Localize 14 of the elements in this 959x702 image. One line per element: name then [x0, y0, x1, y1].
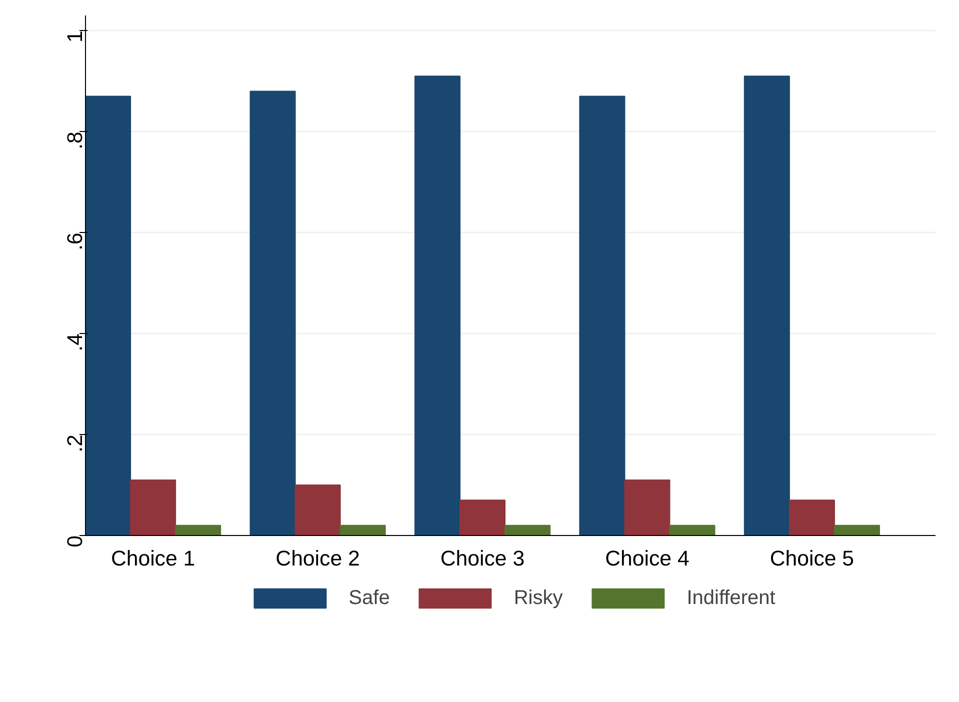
- y-tick-label: .6: [63, 232, 87, 250]
- x-tick-label: Choice 2: [276, 546, 360, 570]
- x-tick-label: Choice 4: [605, 546, 690, 570]
- x-tick-label: Choice 3: [440, 546, 525, 570]
- y-tick-label: .8: [63, 132, 87, 150]
- legend-label: Indifferent: [686, 586, 776, 610]
- y-tick-label: .4: [63, 333, 87, 352]
- x-tick-label: Choice 5: [770, 546, 854, 570]
- legend-label: Safe: [348, 586, 390, 610]
- x-tick-label: Choice 1: [110, 546, 196, 570]
- y-tick-label: 0: [63, 535, 87, 548]
- y-tick-label: 1: [63, 30, 87, 43]
- y-tick-label: .2: [63, 434, 87, 452]
- legend-label: Risky: [514, 586, 563, 610]
